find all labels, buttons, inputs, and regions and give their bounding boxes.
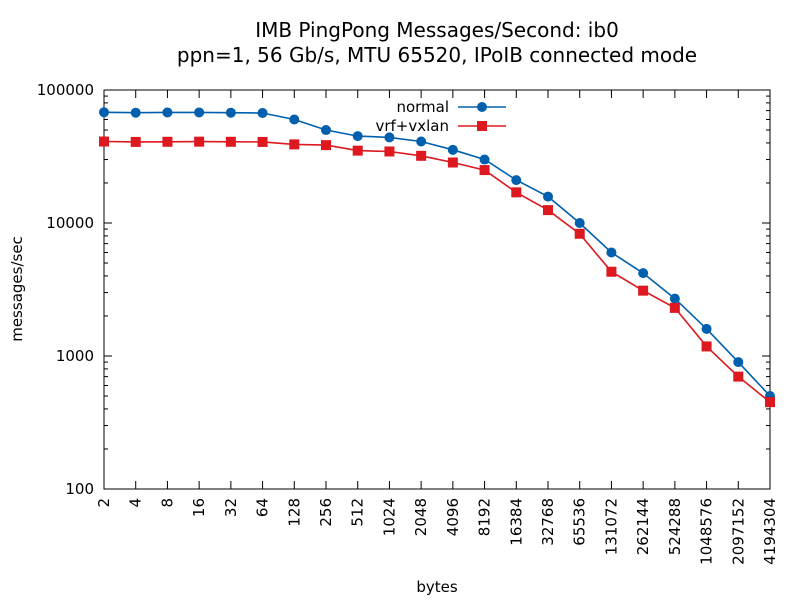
legend-marker <box>477 121 487 131</box>
data-point <box>289 139 300 150</box>
data-point <box>574 218 585 228</box>
x-tick-label: 4194304 <box>761 498 779 565</box>
data-point <box>352 145 363 156</box>
x-tick-label: 131072 <box>602 498 620 555</box>
data-point <box>447 144 458 155</box>
chart-subtitle: ppn=1, 56 Gb/s, MTU 65520, IPoIB connect… <box>177 43 697 67</box>
legend-marker <box>477 102 487 112</box>
x-tick-label: 1048576 <box>698 498 716 565</box>
x-tick-label: 128 <box>285 498 303 527</box>
data-point <box>733 371 744 382</box>
x-tick-label: 16384 <box>507 498 525 546</box>
data-point <box>194 136 205 147</box>
y-tick-label: 100 <box>65 480 94 498</box>
y-axis-label: messages/sec <box>8 236 26 342</box>
data-point <box>162 107 173 118</box>
chart-title: IMB PingPong Messages/Second: ib0 <box>255 18 619 42</box>
data-point <box>289 114 300 125</box>
data-point <box>416 150 427 161</box>
data-point <box>130 136 141 147</box>
data-point <box>447 157 458 168</box>
data-point <box>669 302 680 313</box>
plot-border <box>103 89 771 490</box>
data-point <box>225 136 236 147</box>
legend-entry: vrf+vxlan <box>375 117 506 135</box>
data-point <box>257 136 268 147</box>
data-point <box>479 165 490 176</box>
x-tick-label: 64 <box>254 498 272 517</box>
x-tick-label: 4096 <box>444 498 462 536</box>
data-point <box>225 107 236 118</box>
data-point <box>511 187 522 198</box>
series-vrf+vxlan <box>99 136 775 408</box>
x-tick-label: 512 <box>349 498 367 527</box>
data-point <box>416 136 427 147</box>
data-point <box>543 191 553 202</box>
data-point <box>321 125 331 136</box>
data-point <box>638 285 649 296</box>
legend-label: vrf+vxlan <box>375 117 449 135</box>
legend-entry: normal <box>396 98 506 116</box>
axes: 100 1000 10000 100000 2 4 8 16 32 64 128 256 512 1024… <box>37 81 779 565</box>
y-tick-label: 10000 <box>46 214 94 232</box>
data-point <box>384 146 395 157</box>
x-axis-label: bytes <box>416 578 458 596</box>
data-point <box>479 154 490 165</box>
data-point <box>606 247 617 258</box>
x-tick-label: 1024 <box>380 498 398 536</box>
x-tick-label: 16 <box>190 498 208 517</box>
series-normal <box>99 107 775 402</box>
data-point <box>606 266 617 277</box>
data-point <box>194 107 205 118</box>
series-layer <box>99 107 775 408</box>
x-tick-label: 32 <box>222 498 240 517</box>
data-point <box>701 323 712 334</box>
data-point <box>162 136 173 147</box>
data-point <box>130 107 141 118</box>
x-tick-label: 524288 <box>666 498 684 555</box>
x-tick-label: 8 <box>158 498 176 508</box>
data-point <box>543 205 553 216</box>
y-tick-label: 100000 <box>37 81 94 99</box>
data-point <box>99 107 109 118</box>
data-point <box>99 136 109 147</box>
x-tick-label: 32768 <box>539 498 557 546</box>
data-point <box>352 131 363 142</box>
series-line <box>103 111 771 397</box>
x-tick-label: 4 <box>127 498 145 508</box>
x-tick-label: 2048 <box>412 498 430 536</box>
series-line <box>103 140 771 403</box>
data-point <box>511 175 522 186</box>
x-tick-label: 2 <box>95 498 113 508</box>
x-tick-label: 65536 <box>571 498 589 546</box>
x-tick-label: 2097152 <box>729 498 747 565</box>
legend-label: normal <box>396 98 449 116</box>
y-tick-label: 1000 <box>56 347 94 365</box>
data-point <box>638 268 649 279</box>
x-tick-label: 262144 <box>634 498 652 555</box>
data-point <box>733 357 744 368</box>
data-point <box>669 293 680 304</box>
data-point <box>257 107 268 118</box>
data-point <box>701 341 712 352</box>
data-point <box>574 228 585 239</box>
data-point <box>384 132 395 143</box>
x-tick-label: 8192 <box>476 498 494 536</box>
data-point <box>321 140 331 151</box>
data-point <box>765 397 775 408</box>
x-tick-label: 256 <box>317 498 335 527</box>
